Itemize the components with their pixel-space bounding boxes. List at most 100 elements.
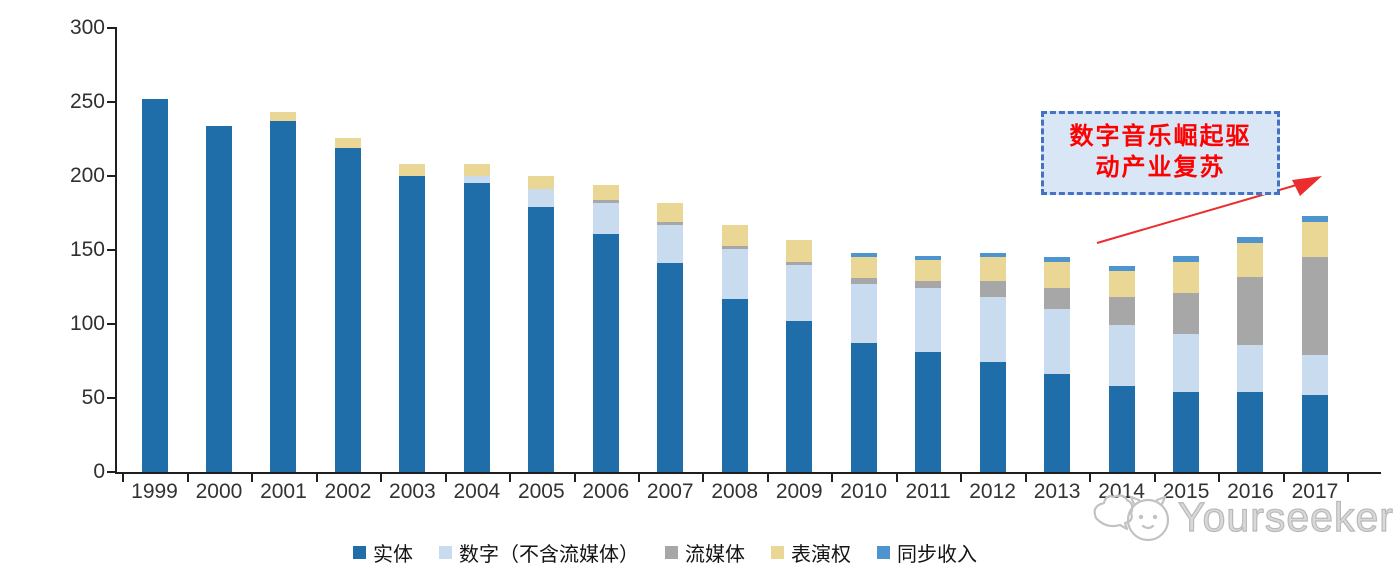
bar-segment-2017 bbox=[1301, 221, 1328, 258]
legend-item: 实体 bbox=[353, 538, 413, 567]
x-tick-mark bbox=[831, 474, 834, 482]
x-tick-mark bbox=[251, 474, 254, 482]
x-tick-mark bbox=[1347, 474, 1350, 482]
bar-segment-2014 bbox=[1108, 386, 1135, 472]
bar-segment-2001 bbox=[270, 121, 297, 472]
bar-segment-2015 bbox=[1173, 334, 1200, 393]
bar-segment-2006 bbox=[592, 233, 619, 472]
legend-marker bbox=[771, 546, 784, 559]
bar-segment-2016 bbox=[1237, 242, 1264, 277]
annotation-text-line2: 动产业复苏 bbox=[1095, 155, 1226, 181]
bar-segment-2016 bbox=[1237, 344, 1264, 393]
y-tick-mark bbox=[107, 101, 116, 103]
bar-segment-2000 bbox=[205, 125, 232, 472]
x-tick-mark bbox=[444, 474, 447, 482]
bar-segment-2009 bbox=[786, 261, 813, 265]
x-tick-mark bbox=[573, 474, 576, 482]
x-category-label: 2016 bbox=[1227, 480, 1274, 503]
y-tick-label: 250 bbox=[69, 90, 105, 113]
legend-marker bbox=[665, 546, 678, 559]
y-tick-label: 50 bbox=[81, 386, 105, 409]
bar-segment-2005 bbox=[528, 189, 555, 208]
x-category-label: 2007 bbox=[646, 480, 694, 503]
bar-segment-2013 bbox=[1044, 288, 1071, 310]
bar-segment-2010 bbox=[850, 284, 877, 344]
bar-segment-2011 bbox=[915, 281, 942, 289]
bar-segment-2017 bbox=[1301, 257, 1328, 356]
bar-segment-2016 bbox=[1237, 236, 1264, 243]
annotation-box: 数字音乐崛起驱 动产业复苏 bbox=[1041, 111, 1280, 195]
bar-segment-2012 bbox=[979, 257, 1006, 282]
bar-segment-2017 bbox=[1301, 395, 1328, 472]
bar-segment-2004 bbox=[463, 183, 490, 472]
x-category-label: 2010 bbox=[840, 480, 888, 503]
y-tick-mark bbox=[107, 397, 116, 399]
annotation-text-line1: 数字音乐崛起驱 bbox=[1069, 124, 1252, 150]
x-category-label: 2000 bbox=[195, 480, 243, 503]
bar-segment-2008 bbox=[721, 224, 748, 246]
x-category-label: 2006 bbox=[582, 480, 630, 503]
bar-segment-2013 bbox=[1044, 309, 1071, 375]
bar-segment-2002 bbox=[334, 137, 361, 148]
y-axis bbox=[115, 27, 117, 474]
x-category-label: 2005 bbox=[517, 480, 565, 503]
x-category-label: 2017 bbox=[1291, 480, 1339, 503]
bar-segment-2003 bbox=[399, 164, 426, 176]
legend-item: 表演权 bbox=[771, 538, 851, 567]
x-category-label: 2012 bbox=[969, 480, 1016, 503]
bar-segment-2004 bbox=[463, 164, 490, 176]
bar-segment-2003 bbox=[399, 176, 426, 472]
bar-segment-2014 bbox=[1108, 297, 1135, 326]
bar-segment-2004 bbox=[463, 176, 490, 184]
x-axis bbox=[115, 472, 1381, 474]
watermark-text: Yourseeker bbox=[1177, 493, 1394, 540]
x-tick-mark bbox=[509, 474, 512, 482]
y-tick-mark bbox=[107, 175, 116, 177]
bar-segment-2014 bbox=[1108, 325, 1135, 387]
bar-segment-2002 bbox=[334, 147, 361, 472]
x-tick-mark bbox=[1218, 474, 1221, 482]
bar-segment-1999 bbox=[141, 99, 168, 472]
x-tick-mark bbox=[186, 474, 189, 482]
watermark: Yourseeker bbox=[1090, 488, 1394, 546]
bar-segment-2016 bbox=[1237, 276, 1264, 345]
y-tick-mark bbox=[107, 471, 116, 473]
x-category-label: 2008 bbox=[711, 480, 759, 503]
bar-segment-2010 bbox=[850, 343, 877, 472]
legend-label: 表演权 bbox=[791, 544, 851, 566]
bar-segment-2008 bbox=[721, 248, 748, 299]
bar-segment-2012 bbox=[979, 252, 1006, 258]
bar-segment-2006 bbox=[592, 199, 619, 203]
bar-segment-2010 bbox=[850, 278, 877, 285]
legend-item: 流媒体 bbox=[665, 538, 745, 567]
x-category-label: 2013 bbox=[1033, 480, 1081, 503]
x-tick-mark bbox=[960, 474, 963, 482]
bar-segment-2010 bbox=[850, 257, 877, 279]
bar-segment-2001 bbox=[270, 112, 297, 122]
y-tick-label: 300 bbox=[69, 16, 105, 39]
bar-segment-2007 bbox=[657, 202, 684, 222]
bar-segment-2014 bbox=[1108, 270, 1135, 298]
bar-segment-2017 bbox=[1301, 215, 1328, 222]
bar-segment-2010 bbox=[850, 252, 877, 258]
x-tick-mark bbox=[315, 474, 318, 482]
chart-legend: 实体 数字（不含流媒体） 流媒体 表演权 同步收入 bbox=[0, 538, 1330, 567]
legend-label: 数字（不含流媒体） bbox=[459, 544, 639, 566]
bar-segment-2009 bbox=[786, 264, 813, 322]
cat-doodle-icon bbox=[1093, 494, 1170, 542]
bar-segment-2015 bbox=[1173, 292, 1200, 335]
bar-segment-2017 bbox=[1301, 355, 1328, 396]
y-tick-mark bbox=[107, 249, 116, 251]
legend-label: 同步收入 bbox=[897, 544, 977, 566]
x-tick-mark bbox=[1282, 474, 1285, 482]
bar-segment-2008 bbox=[721, 298, 748, 472]
legend-marker bbox=[439, 546, 452, 559]
bar-segment-2007 bbox=[657, 221, 684, 225]
x-tick-mark bbox=[895, 474, 898, 482]
x-category-label: 2015 bbox=[1162, 480, 1210, 503]
bar-segment-2011 bbox=[915, 288, 942, 353]
x-tick-mark bbox=[702, 474, 705, 482]
bar-segment-2009 bbox=[786, 321, 813, 472]
bar-segment-2005 bbox=[528, 207, 555, 472]
